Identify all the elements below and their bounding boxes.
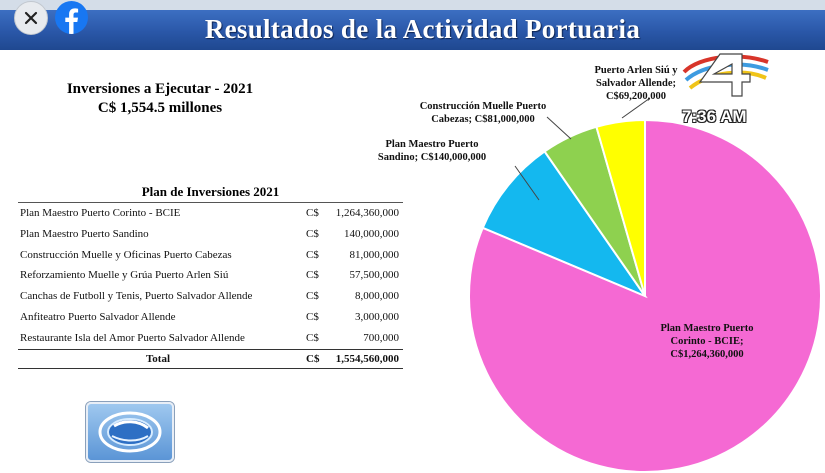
top-strip xyxy=(0,0,825,10)
total-amount: 1,554,560,000 xyxy=(335,352,399,365)
row-amount: 8,000,000 xyxy=(355,290,399,303)
broadcaster-logo xyxy=(86,402,174,462)
row-currency: C$ xyxy=(306,248,319,261)
row-amount: 700,000 xyxy=(363,331,399,344)
pie-slice xyxy=(481,150,648,299)
row-name: Construcción Muelle y Oficinas Puerto Ca… xyxy=(20,248,232,261)
row-amount: 1,264,360,000 xyxy=(335,207,399,219)
slice-label: Plan Maestro Puerto Corinto - BCIE; C$1,26… xyxy=(660,323,753,360)
page-title: Resultados de la Actividad Portuaria xyxy=(204,14,641,44)
row-amount: 3,000,000 xyxy=(355,310,399,323)
row-amount: 140,000,000 xyxy=(344,227,399,240)
row-name: Anfiteatro Puerto Salvador Allende xyxy=(20,310,176,323)
row-currency: C$ xyxy=(306,269,319,282)
total-currency: C$ xyxy=(306,352,320,365)
table-row: Anfiteatro Puerto Salvador Allende C$ 3,… xyxy=(18,307,403,328)
slice-label: Plan Maestro Puerto Sandino; C$140,000,00… xyxy=(378,139,486,163)
table-row: Plan Maestro Puerto Corinto - BCIE C$ 1,… xyxy=(18,203,403,224)
table-row: Plan Maestro Puerto Sandino C$ 140,000,0… xyxy=(18,224,403,245)
leader-line xyxy=(514,165,540,201)
leader-line xyxy=(621,97,651,119)
row-currency: C$ xyxy=(306,290,319,303)
row-currency: C$ xyxy=(306,310,319,323)
leader-line xyxy=(546,116,572,140)
table-row: Reforzamiento Muelle y Grúa Puerto Arlen… xyxy=(18,265,403,286)
table-row: Canchas de Futboll y Tenis, Puerto Salva… xyxy=(18,286,403,307)
row-currency: C$ xyxy=(306,207,319,219)
slice-label: Construcción Muelle Puerto Cabezas; C$81,… xyxy=(420,101,547,125)
row-name: Restaurante Isla del Amor Puerto Salvado… xyxy=(20,331,245,344)
table-row: Construcción Muelle y Oficinas Puerto Ca… xyxy=(18,245,403,266)
row-amount: 57,500,000 xyxy=(349,269,400,282)
facebook-button[interactable] xyxy=(55,1,88,34)
channel-4-logo xyxy=(682,53,769,97)
facebook-icon xyxy=(65,8,79,34)
close-icon xyxy=(24,11,38,25)
table-caption: Plan de Inversiones 2021 xyxy=(18,184,403,203)
title-banner xyxy=(0,10,825,50)
row-name: Plan Maestro Puerto Corinto - BCIE xyxy=(20,207,181,219)
row-name: Plan Maestro Puerto Sandino xyxy=(20,227,149,240)
total-label: Total xyxy=(145,352,171,365)
row-name: Canchas de Futboll y Tenis, Puerto Salva… xyxy=(20,290,253,303)
pie-slice xyxy=(595,118,646,297)
close-button[interactable] xyxy=(14,1,48,35)
broadcast-time: 7:36 AM xyxy=(682,107,747,126)
slice-label: Puerto Arlen Siú y Salvador Allende; C$69,… xyxy=(594,65,678,102)
table-row: Restaurante Isla del Amor Puerto Salvado… xyxy=(18,328,403,349)
row-currency: C$ xyxy=(306,331,319,344)
table-total-row: Total C$ 1,554,560,000 xyxy=(18,348,403,369)
row-currency: C$ xyxy=(306,227,319,240)
investment-summary: Inversiones a Ejecutar - 2021 C$ 1,554.5… xyxy=(30,80,290,118)
row-name: Reforzamiento Muelle y Grúa Puerto Arlen… xyxy=(20,269,229,282)
row-amount: 81,000,000 xyxy=(349,248,400,261)
investment-table: Plan de Inversiones 2021 Plan Maestro Pu… xyxy=(18,184,403,369)
summary-line-2: C$ 1,554.5 millones xyxy=(97,100,223,116)
summary-line-1: Inversiones a Ejecutar - 2021 xyxy=(66,81,254,97)
